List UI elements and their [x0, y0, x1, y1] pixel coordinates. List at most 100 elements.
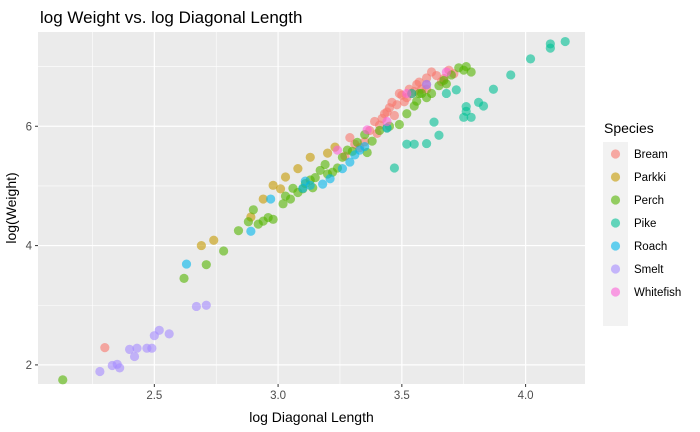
point-smelt	[95, 366, 105, 377]
point-roach	[360, 141, 370, 152]
chart-title: log Weight vs. log Diagonal Length	[40, 8, 302, 27]
point-perch	[394, 119, 404, 130]
point-pike	[461, 101, 471, 112]
point-whitefish	[332, 145, 343, 155]
x-axis-title: log Diagonal Length	[249, 409, 374, 425]
point-smelt	[147, 343, 157, 353]
legend-key-smelt	[610, 264, 621, 274]
point-bream	[345, 133, 355, 143]
point-pike	[466, 112, 476, 122]
point-perch	[352, 137, 362, 147]
x-tick-label: 2.5	[146, 390, 162, 402]
point-parkki	[275, 184, 286, 194]
point-bream	[389, 110, 400, 121]
point-parkki	[209, 235, 219, 245]
point-bream	[100, 343, 110, 353]
point-parkki	[258, 194, 268, 204]
legend-label-roach: Roach	[634, 241, 667, 253]
point-perch	[201, 260, 211, 270]
point-smelt	[132, 343, 142, 353]
legend-key-perch	[610, 195, 621, 205]
point-perch	[278, 199, 288, 209]
point-perch	[466, 67, 476, 77]
point-roach	[337, 164, 348, 174]
point-pike	[545, 39, 555, 49]
legend-key-whitefish	[610, 287, 621, 297]
point-perch	[248, 205, 258, 215]
y-axis-ticks: 2 4 6	[26, 121, 38, 372]
legend-label-pike: Pike	[634, 218, 656, 230]
point-perch	[414, 88, 424, 99]
point-perch	[310, 172, 320, 183]
point-perch	[402, 109, 412, 119]
point-parkki	[280, 172, 291, 182]
legend-key-background	[603, 142, 628, 326]
point-pike	[421, 138, 432, 149]
point-smelt	[191, 301, 202, 312]
point-parkki	[322, 148, 333, 158]
point-roach	[345, 157, 355, 167]
point-perch	[58, 375, 68, 385]
y-axis-title: log(Weight)	[3, 172, 19, 243]
point-pike	[525, 54, 536, 64]
point-perch	[337, 152, 348, 162]
point-pike	[506, 70, 516, 80]
point-parkki	[305, 152, 315, 162]
y-tick-label: 6	[26, 121, 32, 133]
point-pike	[560, 36, 570, 47]
point-roach	[318, 179, 328, 189]
point-whitefish	[382, 116, 392, 127]
point-roach	[246, 226, 256, 236]
point-pike	[478, 101, 489, 111]
point-whitefish	[362, 125, 372, 135]
point-pike	[389, 163, 400, 173]
point-perch	[285, 194, 296, 204]
point-roach	[382, 123, 392, 133]
x-tick-label: 4.0	[518, 390, 534, 402]
point-pike	[451, 85, 461, 95]
x-tick-label: 3.0	[270, 390, 286, 402]
point-smelt	[124, 344, 135, 354]
point-pike	[488, 84, 499, 94]
plot-panel	[38, 32, 585, 384]
point-smelt	[201, 300, 211, 310]
point-whitefish	[402, 88, 412, 99]
legend-key-pike	[610, 218, 621, 228]
point-perch	[219, 246, 229, 256]
point-parkki	[268, 180, 278, 190]
point-perch	[412, 96, 422, 106]
point-pike	[402, 139, 412, 149]
point-perch	[268, 214, 278, 224]
point-perch	[459, 65, 469, 75]
point-bream	[414, 77, 424, 87]
point-pike	[409, 139, 419, 149]
grid-major	[38, 32, 585, 384]
point-parkki	[196, 240, 206, 251]
point-perch	[367, 136, 377, 146]
point-roach	[181, 259, 192, 269]
legend: Species Bream Parkki Perch Pike Roach Smelt Wh…	[603, 120, 681, 326]
x-axis-ticks: 2.5 3.0 3.5 4.0	[146, 384, 534, 402]
point-pike	[441, 88, 451, 99]
point-smelt	[154, 325, 164, 335]
point-perch	[320, 159, 330, 170]
legend-label-bream: Bream	[634, 149, 668, 161]
legend-key-parkki	[610, 172, 621, 182]
point-whitefish	[421, 79, 432, 90]
legend-key-bream	[610, 149, 621, 159]
point-roach	[305, 180, 315, 190]
y-tick-label: 2	[26, 360, 32, 372]
point-pike	[429, 117, 439, 127]
point-perch	[441, 79, 451, 89]
legend-label-smelt: Smelt	[634, 264, 664, 276]
point-perch	[243, 217, 253, 227]
point-roach	[266, 194, 276, 204]
point-perch	[233, 226, 244, 236]
point-perch	[426, 88, 437, 99]
point-smelt	[115, 363, 125, 373]
point-roach	[298, 183, 308, 193]
point-parkki	[293, 164, 303, 174]
point-bream	[392, 100, 402, 110]
legend-label-whitefish: Whitefish	[634, 287, 681, 299]
